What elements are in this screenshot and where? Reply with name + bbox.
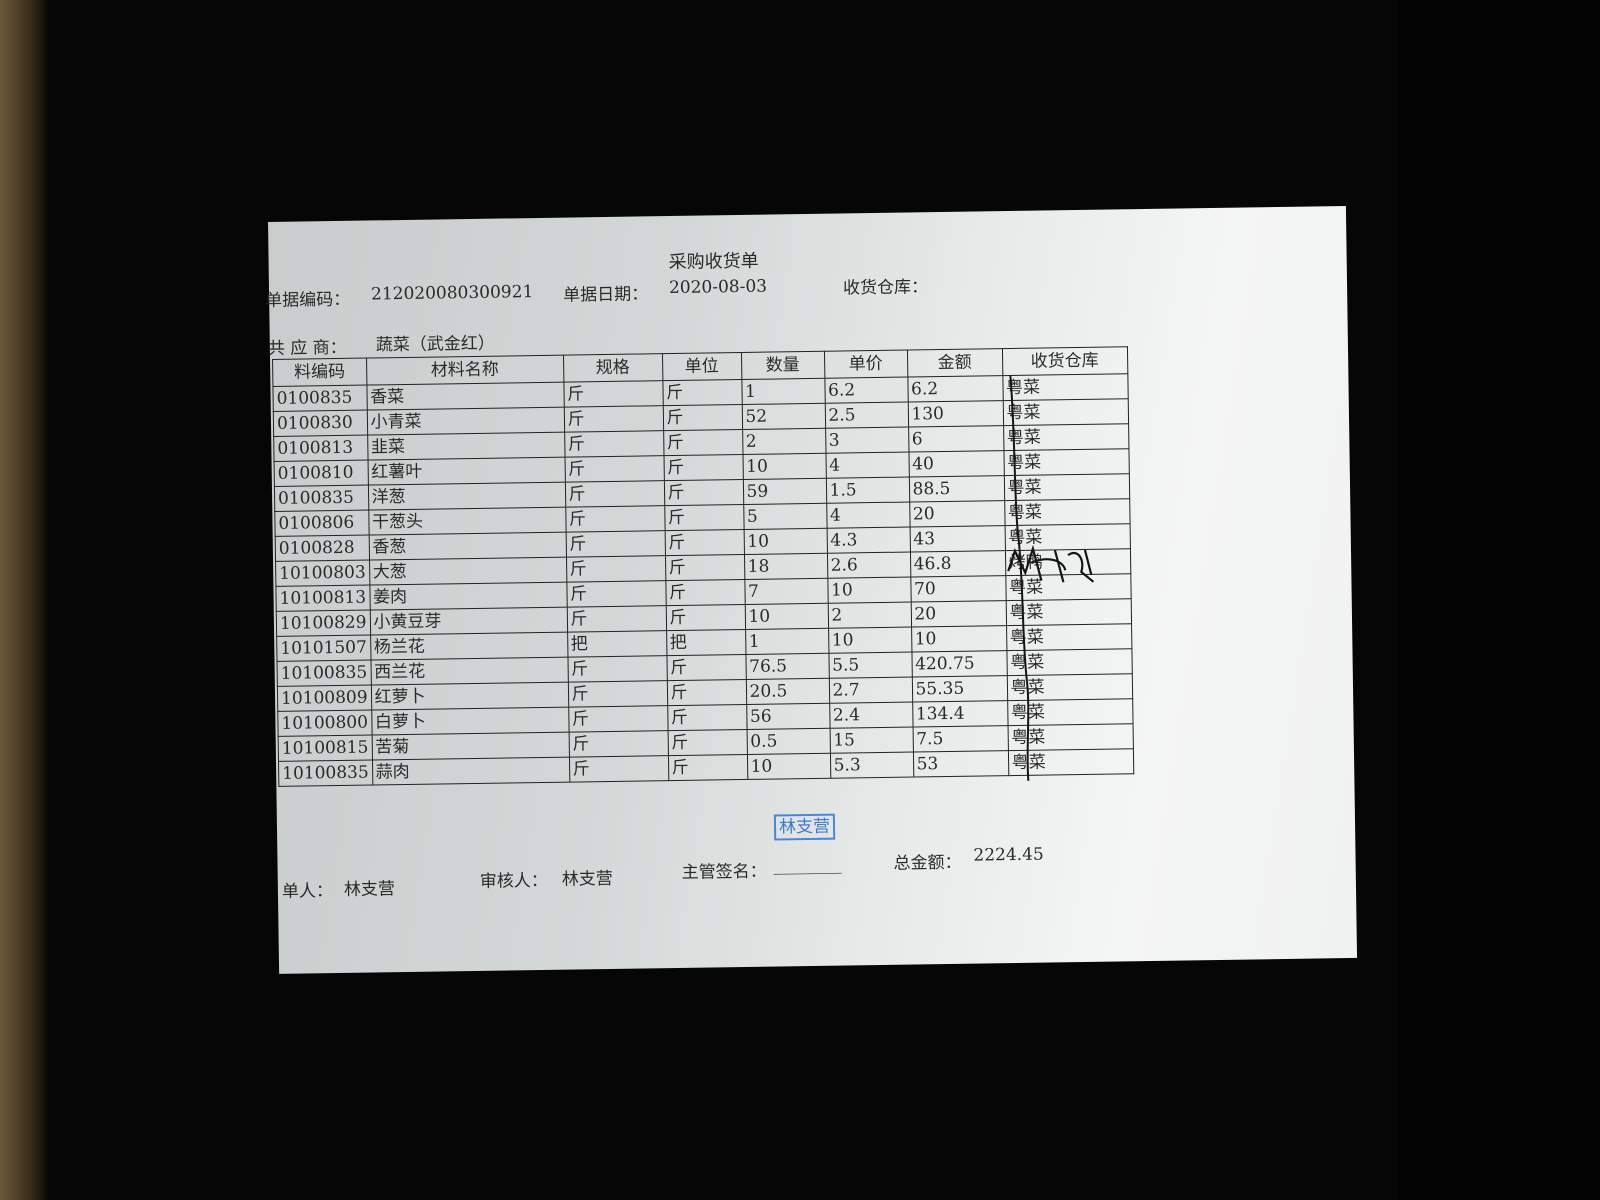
handwritten-signature — [1007, 375, 1095, 781]
purchase-receipt-document: 采购收货单 单据编码： 212020080300921 单据日期： 2020-0… — [265, 206, 1358, 974]
desk-surface — [0, 0, 48, 1200]
